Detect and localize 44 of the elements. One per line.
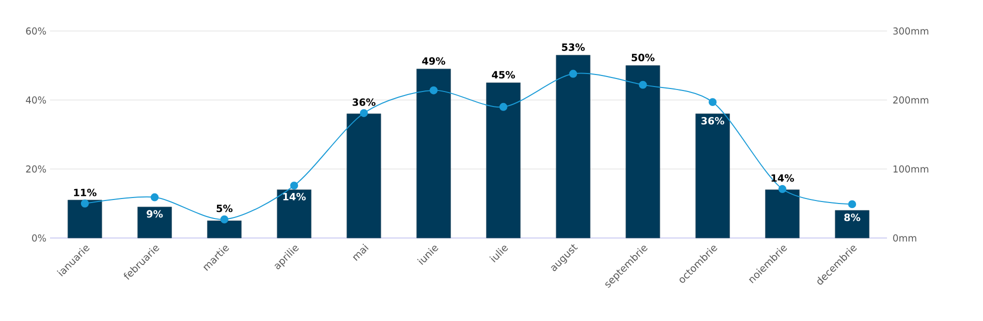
- data-label: 36%: [352, 98, 376, 106]
- point: [638, 80, 647, 89]
- bar: [556, 54, 590, 238]
- bar: [137, 206, 172, 238]
- bar: [834, 210, 870, 238]
- data-label: 14%: [283, 192, 306, 200]
- bar: [765, 190, 800, 238]
- bar: [626, 65, 660, 238]
- bar: [416, 68, 451, 238]
- bar: [346, 114, 382, 238]
- y-tick-label: 0%: [32, 234, 46, 242]
- y-tick-label: 60%: [26, 27, 46, 35]
- data-label: 49%: [422, 57, 446, 65]
- point: [430, 86, 438, 94]
- bar: [695, 114, 730, 238]
- point: [360, 109, 368, 118]
- y2-tick-label: 300mm: [893, 27, 928, 35]
- data-label: 14%: [772, 174, 794, 182]
- y2-tick-label: 0mm: [893, 234, 916, 242]
- point: [150, 193, 159, 202]
- data-label: 53%: [562, 43, 585, 51]
- data-label: 5%: [216, 204, 233, 212]
- bar: [276, 190, 312, 238]
- point: [778, 185, 786, 193]
- point: [220, 215, 228, 224]
- point: [708, 98, 717, 106]
- data-label: 8%: [844, 214, 860, 222]
- y-tick-label: 40%: [26, 96, 46, 104]
- bar: [68, 200, 102, 238]
- data-label: 45%: [492, 71, 515, 79]
- bar: [486, 82, 521, 238]
- point: [499, 102, 508, 111]
- data-label: 11%: [74, 188, 96, 196]
- y2-tick-label: 100mm: [894, 165, 928, 173]
- data-label: 9%: [146, 210, 163, 218]
- y-tick-label: 20%: [26, 165, 46, 173]
- point: [848, 200, 856, 208]
- y2-tick-label: 200mm: [893, 96, 928, 104]
- data-label: 50%: [632, 54, 654, 62]
- data-label: 36%: [701, 116, 724, 125]
- point: [80, 200, 89, 208]
- point: [290, 182, 298, 190]
- bar: [207, 220, 242, 238]
- point: [569, 70, 578, 78]
